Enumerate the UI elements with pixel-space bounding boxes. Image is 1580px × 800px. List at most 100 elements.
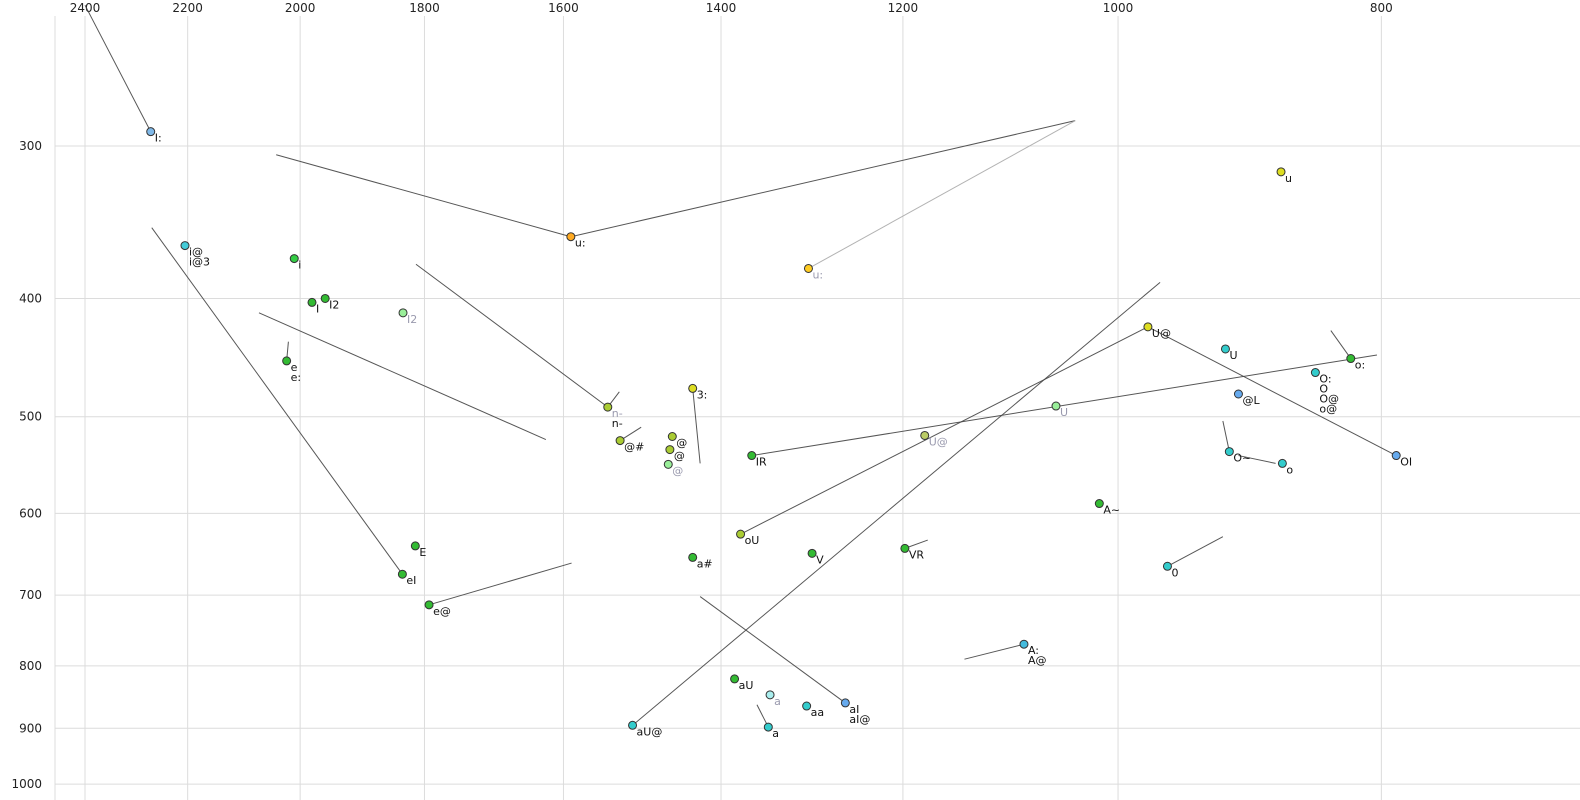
vowel-point-U@ [920,430,930,440]
y-tick-label: 700 [19,588,42,602]
vowel-label-@L: @L [1242,394,1260,407]
vowel-label-E: E [419,546,426,559]
vowel-point-@ [665,445,675,455]
trajectory-line [699,596,846,704]
vowel-point-I: [146,127,156,137]
vowel-point-VR [900,543,910,553]
trajectory-line [964,643,1025,660]
vowel-point-a [765,690,775,700]
vowel-label-O:: O: [1319,373,1331,386]
trajectory-line [1147,326,1397,457]
vowel-point-a [763,722,773,732]
vowel-point-3: [688,383,698,393]
vowel-label-aI@: aI@ [849,713,870,726]
vowel-label-U: U [1229,349,1237,362]
vowel-label-eI: eI [406,574,416,587]
vowel-label-aa: aa [811,706,824,719]
vowel-label-@#: @# [624,441,644,454]
trajectory-line [1330,330,1352,359]
x-tick-label: 1200 [888,1,919,15]
trajectory-line [1222,420,1230,452]
vowel-label-I2: I2 [329,298,339,311]
vowel-label-O@: O@ [1319,393,1339,406]
vowel-label-U@: U@ [1152,327,1171,340]
trajectory-line [258,312,547,441]
trajectory-line [751,354,1378,457]
vowel-label-I: I [316,302,319,315]
vowel-label-VR: VR [909,548,925,561]
vowel-label-n-: n- [612,407,623,420]
vowel-label-a#: a# [697,557,713,570]
x-tick-label: 2000 [285,1,316,15]
vowel-label-o:: o: [1355,359,1365,372]
vowel-label-I:: I: [155,132,162,145]
vowel-label-@: @ [674,450,685,463]
vowel-label-n-: n- [612,417,623,430]
vowel-label-a: a [772,727,779,740]
vowel-point-U@ [1143,322,1153,332]
vowel-point-oU [736,529,746,539]
vowel-point-@ [663,459,673,469]
trajectory-line [632,281,1161,726]
x-tick-label: 2400 [70,1,101,15]
vowel-point-IR [747,451,757,461]
vowel-point-I2 [320,293,330,303]
trajectory-line [692,388,701,464]
vowel-label-OI: OI [1400,456,1412,469]
vowel-label-0: 0 [1171,566,1178,579]
y-tick-label: 500 [19,410,42,424]
vowel-point-n- [603,402,613,412]
vowel-point-U [1220,344,1230,354]
vowel-label-A@: A@ [1028,654,1047,667]
x-tick-label: 1000 [1103,1,1134,15]
vowel-point-OI [1391,451,1401,461]
trajectory-line [151,227,403,575]
vowel-label-o: o [1286,463,1293,476]
trajectory-line [415,263,609,408]
x-tick-label: 1400 [706,1,737,15]
vowel-point-e@ [424,600,434,610]
vowel-label-i@3: i@3 [189,256,210,269]
vowel-point-u: [803,263,813,273]
trajectory-line [84,4,152,132]
vowel-label-A~: A~ [1103,504,1120,517]
vowel-point-aU@ [628,720,638,730]
vowel-label-IR: IR [756,456,767,469]
trajectory-line [740,326,1149,535]
vowel-label-e@: e@ [433,605,451,618]
x-tick-label: 1600 [548,1,579,15]
y-tick-label: 600 [19,506,42,520]
vowel-point-aa [802,701,812,711]
trajectory-line [428,562,572,606]
vowel-label-V: V [816,553,824,566]
vowel-label-U@: U@ [929,435,948,448]
vowel-point-eI [397,569,407,579]
y-tick-label: 800 [19,659,42,673]
vowel-label-3:: 3: [697,388,708,401]
trajectory-line [1167,536,1224,567]
vowel-label-aU: aU [739,679,754,692]
vowel-point-e [282,356,292,366]
vowel-point-aI [840,698,850,708]
trajectory-line [1238,455,1276,464]
vowel-point-0 [1162,561,1172,571]
vowel-point-u: [566,232,576,242]
vowel-label-O: O [1319,383,1328,396]
vowel-point-V [807,548,817,558]
vowel-point-O: [1310,368,1320,378]
vowel-label-oU: oU [745,534,760,547]
vowel-point-o [1277,458,1287,468]
vowel-label-i@: i@ [189,246,203,259]
vowel-label-i: i [298,259,301,272]
vowel-label-a: a [774,695,781,708]
vowel-label-A:: A: [1028,644,1039,657]
vowel-point-aU [730,674,740,684]
vowel-point-@# [615,436,625,446]
vowel-label-I2: I2 [407,313,417,326]
vowel-label-O~: O~ [1233,452,1251,465]
vowel-label-aU@: aU@ [637,725,663,738]
vowel-label-aI: aI [849,703,859,716]
y-tick-label: 1000 [11,777,42,791]
vowel-point-i [289,254,299,264]
